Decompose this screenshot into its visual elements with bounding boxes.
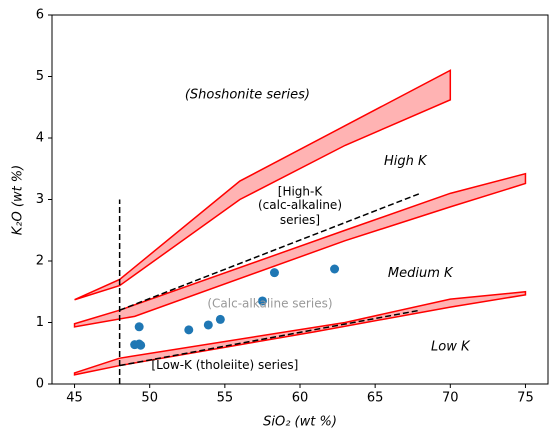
y-tick-label: 4 [36, 131, 44, 146]
annotation: (calc-alkaline) [258, 198, 342, 212]
y-tick-label: 3 [36, 192, 44, 207]
point [203, 320, 213, 330]
point [136, 340, 146, 350]
point [134, 322, 144, 332]
x-tick-label: 55 [217, 391, 234, 406]
y-tick-label: 2 [36, 254, 44, 269]
x-tick-label: 50 [141, 391, 158, 406]
band [74, 69, 452, 301]
point [257, 296, 267, 306]
annotation: High K [384, 154, 428, 169]
point [215, 314, 225, 324]
x-tick-label: 45 [66, 391, 83, 406]
point [184, 325, 194, 335]
annotation: Medium K [388, 266, 454, 281]
y-tick-label: 5 [36, 69, 44, 84]
x-tick-label: 60 [292, 391, 309, 406]
annotation: [Low-K (tholeiite) series] [151, 358, 298, 372]
annotation: series] [280, 213, 320, 227]
point [269, 268, 279, 278]
x-tick-label: 70 [442, 391, 459, 406]
annotation: [High-K [278, 185, 324, 199]
annotation: (Calc-alkaline series) [207, 297, 332, 311]
x-tick-label: 75 [517, 391, 534, 406]
band [73, 290, 527, 376]
point [330, 264, 340, 274]
x-tick-label: 65 [367, 391, 384, 406]
annotation: (Shoshonite series) [185, 87, 310, 102]
y-tick-label: 6 [36, 8, 44, 23]
dashed-line [119, 309, 421, 367]
y-axis-label: K₂O (wt %) [11, 165, 26, 235]
x-axis-label: SiO₂ (wt %) [263, 415, 337, 430]
band [73, 172, 527, 328]
y-tick-label: 0 [36, 377, 44, 392]
annotation: Low K [431, 340, 471, 355]
y-tick-label: 1 [36, 315, 44, 330]
